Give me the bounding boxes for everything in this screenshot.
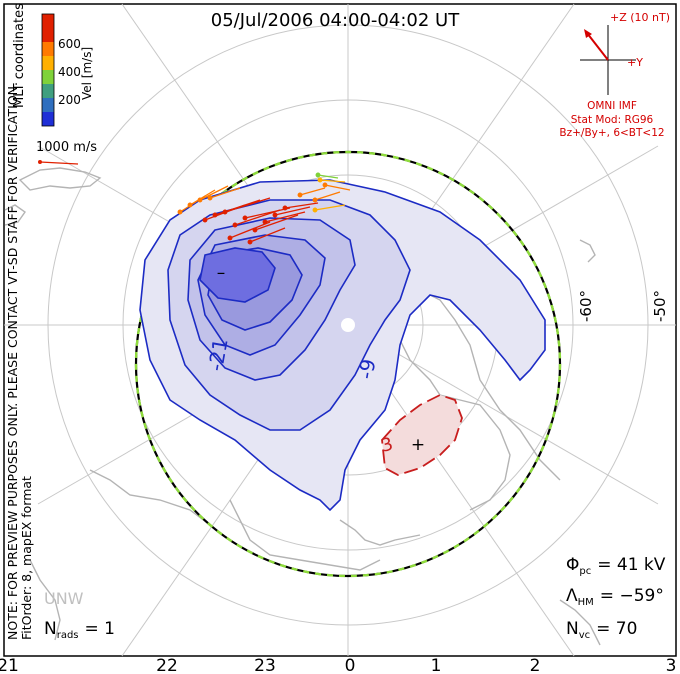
imf-z-axis-label: +Z (10 nT) (610, 11, 670, 24)
colorbar-tick-200: 200 (58, 93, 81, 107)
mlt-tick-21: 21 (0, 656, 19, 674)
lat-label-60: -60° (577, 290, 595, 322)
pole-marker (341, 318, 355, 332)
mlt-tick-23: 23 (254, 656, 276, 674)
contour-label-3: 3 (379, 434, 395, 457)
stat-model-condition: Bz+/By+, 6<BT<12 (559, 127, 664, 139)
svg-text:Nvc= 70: Nvc = 70 (566, 619, 637, 641)
potential-maximum-marker: + (411, 435, 425, 455)
contour-level-6 (199, 247, 276, 303)
potential-minimum-marker: – (217, 263, 226, 283)
mlt-tick-22: 22 (156, 656, 178, 674)
svg-text:Nrads= 1: Nrads = 1 (44, 619, 115, 641)
imf-source-label: OMNI IMF (587, 100, 637, 112)
fit-order-label: FitOrder: 8, mapEX format (19, 476, 34, 640)
mlt-tick-0: 0 (345, 656, 356, 674)
imf-dial (580, 25, 636, 95)
velocity-vectors (177, 172, 351, 245)
mlt-tick-1: 1 (431, 656, 442, 674)
preview-note: NOTE: FOR PREVIEW PURPOSES ONLY. PLEASE … (5, 82, 20, 640)
imf-y-axis-label: +Y (627, 56, 643, 69)
velocity-colorbar (41, 13, 55, 127)
coordinates-label: MLT coordinates (12, 3, 27, 108)
contour-label-neg9: -9 (353, 357, 380, 381)
map-title: 05/Jul/2006 04:00-04:02 UT (211, 10, 460, 31)
mlt-tick-2: 2 (530, 656, 541, 674)
stat-model-label: Stat Mod: RG96 (571, 114, 654, 126)
positive-potential-cell (381, 394, 463, 476)
stat-n-rads: Nrads = 1 (44, 619, 115, 641)
reference-vector-origin (38, 160, 42, 164)
stat-n-vc: Nvc = 70 (566, 619, 637, 641)
svg-text:ΛHM= −59°: ΛHM = −59° (566, 586, 664, 608)
colorbar-tick-400: 400 (58, 65, 81, 79)
reference-vector (39, 161, 79, 165)
stat-phi-pc: Φpc = 41 kV (566, 555, 666, 577)
contour-label-neg21: -21 (203, 337, 232, 373)
reference-vector-label: 1000 m/s (36, 140, 97, 155)
plot-frame (3, 3, 677, 657)
lat-label-50: -50° (651, 290, 669, 322)
negative-potential-cell (139, 179, 546, 512)
stat-lambda-hm: ΛHM = −59° (566, 586, 664, 608)
svg-text:Φpc= 41 kV: Φpc = 41 kV (566, 555, 666, 577)
heppner-maynard-boundary-dashes (134, 150, 562, 578)
colorbar-tick-600: 600 (58, 37, 81, 51)
station-code: UNW (44, 589, 84, 608)
colorbar-label: Vel [m/s] (80, 47, 94, 100)
mlt-tick-3: 3 (666, 656, 677, 674)
